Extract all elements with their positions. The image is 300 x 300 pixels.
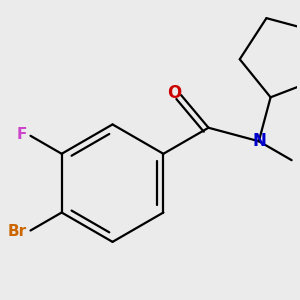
Text: Br: Br [8,224,27,239]
Text: N: N [253,132,267,150]
Text: O: O [167,84,182,102]
Text: F: F [16,127,27,142]
